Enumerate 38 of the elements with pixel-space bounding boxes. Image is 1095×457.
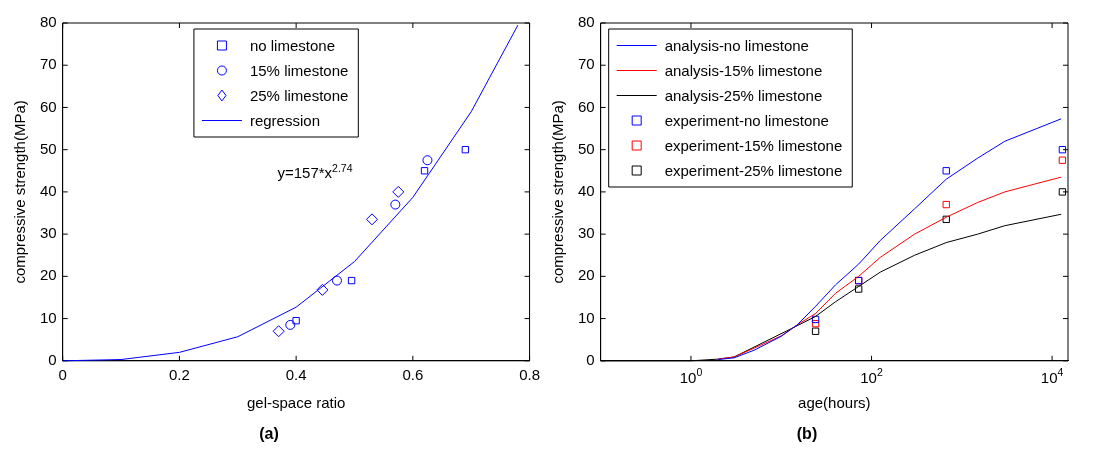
y-tick-label: 80 [578, 13, 595, 31]
y-tick-label: 30 [40, 224, 57, 242]
y-tick-label: 80 [40, 13, 57, 31]
y-tick-label: 30 [578, 224, 595, 242]
y-tick-label: 20 [578, 266, 595, 284]
legend-label: no limestone [249, 36, 335, 54]
y-tick-label: 10 [578, 308, 595, 326]
legend-label: experiment-25% limestone [664, 161, 843, 179]
legend-label: experiment-no limestone [664, 111, 829, 129]
x-axis-title: gel-space ratio [246, 393, 346, 411]
legend-label: analysis-no limestone [664, 36, 809, 54]
text: (a) [259, 424, 279, 442]
text: (b) [796, 424, 818, 442]
y-tick-label: 10 [40, 308, 57, 326]
y-tick-label: 70 [40, 55, 57, 73]
y-tick-label: 20 [40, 266, 57, 284]
y-tick-label: 0 [586, 350, 595, 368]
x-tick-label: 0.6 [402, 365, 424, 383]
legend-label: analysis-25% limestone [664, 86, 823, 104]
y-axis-title: compressive strength(MPa) [549, 100, 567, 284]
legend-label: 25% limestone [249, 86, 349, 104]
y-tick-label: 40 [40, 182, 57, 200]
x-tick-label: 0.8 [519, 365, 540, 383]
y-tick-label: 50 [40, 139, 57, 157]
x-axis-title: age(hours) [798, 393, 871, 411]
legend-label: 15% limestone [249, 61, 349, 79]
x-tick-label: 0.2 [168, 365, 190, 383]
y-tick-label: 60 [578, 97, 595, 115]
y-tick-label: 70 [578, 55, 595, 73]
legend-label: regression [249, 111, 320, 129]
y-tick-label: 40 [578, 182, 595, 200]
y-tick-label: 60 [40, 97, 57, 115]
legend-label: experiment-15% limestone [664, 136, 843, 154]
x-tick-label: 0.4 [285, 365, 307, 383]
legend-label: analysis-15% limestone [664, 61, 823, 79]
y-axis-title: compressive strength(MPa) [11, 100, 29, 284]
y-tick-label: 50 [578, 139, 595, 157]
y-tick-label: 0 [48, 350, 57, 368]
